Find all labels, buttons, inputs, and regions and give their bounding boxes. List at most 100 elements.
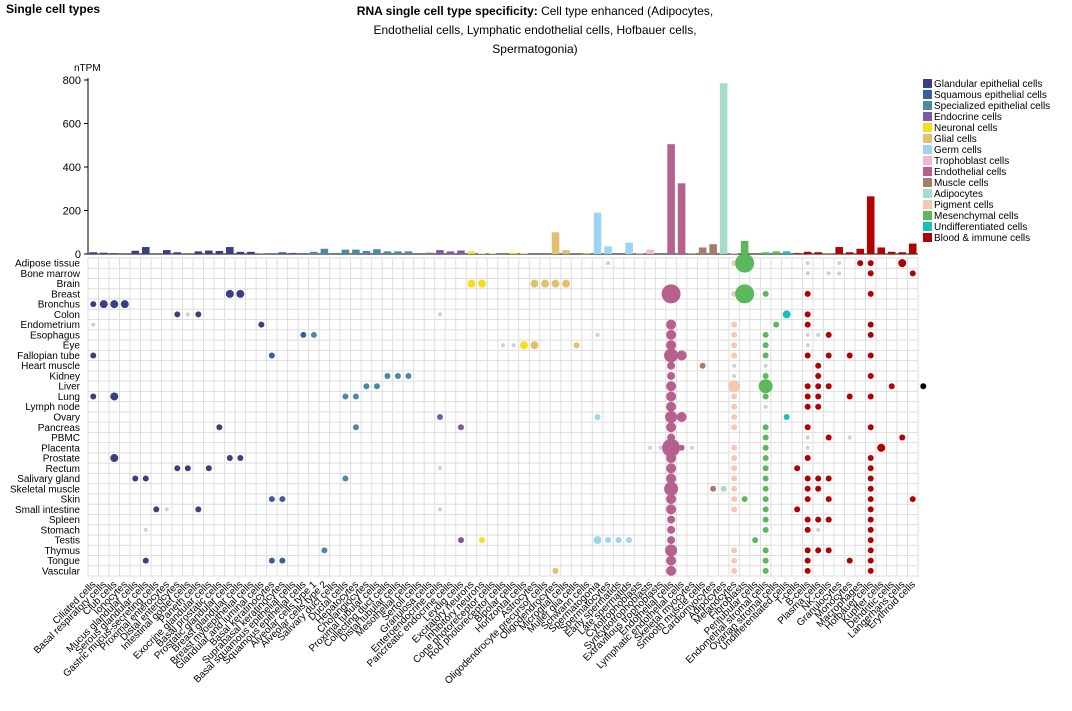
expression-bubble[interactable] [816,332,821,337]
expression-bubble[interactable] [142,557,149,564]
bar[interactable] [373,249,381,254]
expression-bubble[interactable] [762,567,769,574]
bar[interactable] [425,252,434,254]
expression-bubble[interactable] [805,332,810,337]
bar[interactable] [761,252,770,254]
expression-bubble[interactable] [731,352,738,359]
expression-bubble[interactable] [804,475,811,482]
bar[interactable] [740,240,749,254]
expression-bubble[interactable] [867,393,874,400]
expression-bubble[interactable] [676,412,687,422]
expression-bubble[interactable] [530,341,539,350]
expression-bubble[interactable] [825,331,832,338]
expression-bubble[interactable] [731,414,738,420]
expression-bubble[interactable] [867,331,874,338]
expression-bubble[interactable] [804,383,811,390]
expression-bubble[interactable] [762,547,769,554]
expression-bubble[interactable] [762,526,769,533]
expression-bubble[interactable] [804,496,811,503]
expression-bubble[interactable] [205,465,212,472]
expression-bubble[interactable] [782,310,791,319]
bar[interactable] [457,250,465,254]
expression-bubble[interactable] [804,290,811,297]
bar[interactable] [562,250,570,254]
expression-bubble[interactable] [804,526,811,533]
expression-bubble[interactable] [825,352,832,359]
expression-bubble[interactable] [666,555,677,566]
expression-bubble[interactable] [762,455,769,462]
expression-bubble[interactable] [552,567,559,574]
expression-bubble[interactable] [352,393,359,400]
expression-bubble[interactable] [731,393,738,400]
expression-bubble[interactable] [666,319,677,330]
bar[interactable] [898,252,907,254]
expression-bubble[interactable] [184,465,191,472]
expression-bubble[interactable] [594,414,601,420]
expression-bubble[interactable] [867,516,874,523]
expression-bubble[interactable] [877,443,886,452]
expression-bubble[interactable] [735,284,755,304]
bar[interactable] [194,251,203,254]
expression-bubble[interactable] [837,271,842,276]
bar[interactable] [877,247,886,254]
expression-bubble[interactable] [142,475,149,482]
expression-bubble[interactable] [804,321,811,328]
expression-bubble[interactable] [804,547,811,554]
expression-bubble[interactable] [826,271,831,276]
expression-bubble[interactable] [99,300,108,309]
bar[interactable] [341,249,350,254]
bar[interactable] [215,250,224,254]
bar[interactable] [593,212,602,254]
expression-bubble[interactable] [615,537,622,544]
expression-bubble[interactable] [762,342,769,349]
expression-bubble[interactable] [867,372,874,379]
expression-bubble[interactable] [867,537,874,544]
expression-bubble[interactable] [405,372,412,379]
expression-bubble[interactable] [815,393,822,400]
bar[interactable] [677,183,686,254]
expression-bubble[interactable] [363,383,370,390]
expression-bubble[interactable] [667,536,676,545]
expression-bubble[interactable] [279,496,286,503]
expression-bubble[interactable] [520,341,529,350]
bar[interactable] [698,247,707,254]
expression-bubble[interactable] [658,445,663,450]
expression-bubble[interactable] [758,379,773,394]
expression-bubble[interactable] [174,465,181,472]
expression-bubble[interactable] [342,393,349,400]
expression-bubble[interactable] [268,557,275,564]
expression-bubble[interactable] [678,444,685,451]
expression-bubble[interactable] [847,435,852,440]
expression-bubble[interactable] [437,312,442,317]
bar[interactable] [331,252,339,254]
bar[interactable] [719,83,728,254]
expression-bubble[interactable] [825,383,832,390]
expression-bubble[interactable] [310,331,317,338]
expression-bubble[interactable] [662,438,681,457]
expression-bubble[interactable] [920,383,927,390]
expression-bubble[interactable] [804,424,811,431]
expression-bubble[interactable] [805,261,810,266]
expression-bubble[interactable] [110,392,119,401]
expression-bubble[interactable] [666,381,677,392]
expression-bubble[interactable] [541,279,550,288]
expression-bubble[interactable] [573,342,580,349]
bar[interactable] [110,253,119,254]
expression-bubble[interactable] [815,403,822,410]
expression-bubble[interactable] [867,557,874,564]
bar[interactable] [635,252,644,254]
expression-bubble[interactable] [153,506,160,513]
expression-bubble[interactable] [225,289,234,298]
bar[interactable] [509,252,518,254]
expression-bubble[interactable] [501,343,505,348]
expression-bubble[interactable] [804,311,811,318]
expression-bubble[interactable] [773,321,780,328]
bar[interactable] [772,251,780,254]
expression-bubble[interactable] [731,557,738,564]
expression-bubble[interactable] [731,455,738,462]
expression-bubble[interactable] [762,434,769,441]
expression-bubble[interactable] [667,525,676,534]
expression-bubble[interactable] [804,455,811,462]
expression-bubble[interactable] [437,507,442,512]
expression-bubble[interactable] [815,383,822,390]
